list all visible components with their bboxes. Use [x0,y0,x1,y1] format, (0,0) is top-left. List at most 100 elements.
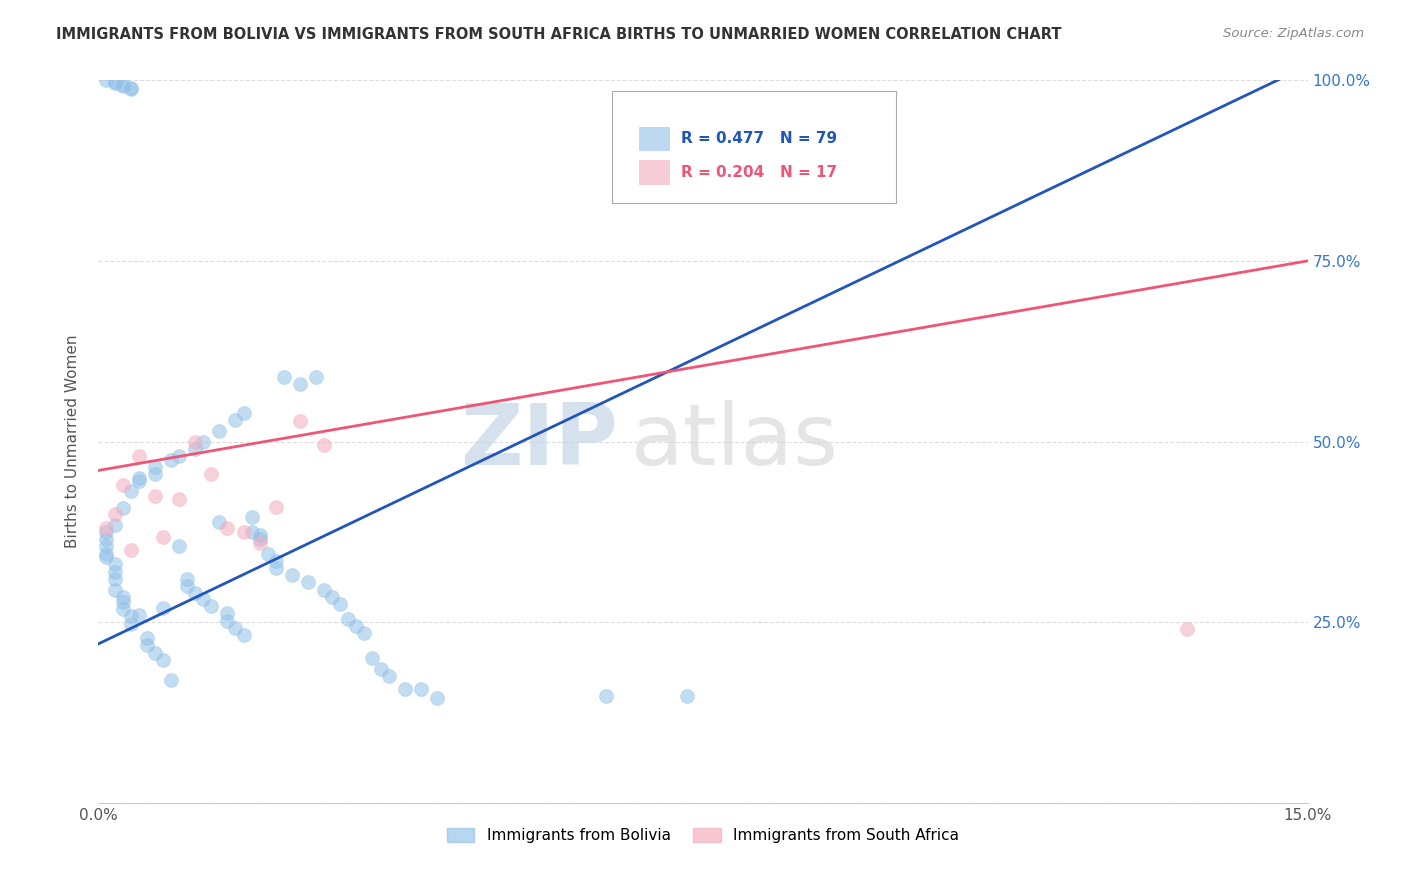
Immigrants from South Africa [249,535,271,549]
Immigrants from Bolivia [377,669,399,683]
Immigrants from Bolivia [232,628,254,642]
Immigrants from Bolivia [103,558,125,572]
Immigrants from Bolivia [120,82,142,96]
Immigrants from Bolivia [143,467,166,481]
Immigrants from Bolivia [111,602,134,616]
Immigrants from South Africa [288,414,311,428]
Immigrants from Bolivia [329,597,352,611]
Immigrants from Bolivia [288,376,311,391]
Immigrants from Bolivia [176,579,198,593]
Immigrants from Bolivia [120,80,142,95]
Text: IMMIGRANTS FROM BOLIVIA VS IMMIGRANTS FROM SOUTH AFRICA BIRTHS TO UNMARRIED WOME: IMMIGRANTS FROM BOLIVIA VS IMMIGRANTS FR… [56,27,1062,42]
Immigrants from Bolivia [103,517,125,532]
Immigrants from South Africa [96,521,118,535]
Immigrants from Bolivia [103,565,125,579]
Immigrants from Bolivia [152,600,174,615]
Immigrants from Bolivia [96,73,118,87]
Text: Source: ZipAtlas.com: Source: ZipAtlas.com [1223,27,1364,40]
Immigrants from Bolivia [135,638,157,652]
Immigrants from Bolivia [240,510,263,524]
Immigrants from Bolivia [264,554,287,568]
Immigrants from Bolivia [143,459,166,474]
Immigrants from Bolivia [111,78,134,93]
Immigrants from Bolivia [595,689,617,703]
Immigrants from Bolivia [96,550,118,565]
Text: R = 0.477   N = 79: R = 0.477 N = 79 [682,130,838,145]
Immigrants from Bolivia [193,434,215,449]
Immigrants from Bolivia [128,470,150,484]
Immigrants from Bolivia [281,568,304,582]
Immigrants from Bolivia [426,691,449,706]
Immigrants from Bolivia [103,75,125,89]
Immigrants from Bolivia [111,590,134,604]
Immigrants from South Africa [264,500,287,514]
Immigrants from Bolivia [193,592,215,607]
Immigrants from Bolivia [676,689,699,703]
Immigrants from Bolivia [344,619,367,633]
Immigrants from South Africa [103,507,125,521]
Immigrants from Bolivia [305,369,328,384]
Immigrants from Bolivia [152,653,174,667]
Immigrants from Bolivia [96,539,118,553]
Immigrants from Bolivia [120,609,142,624]
Text: ZIP: ZIP [461,400,619,483]
Immigrants from Bolivia [297,575,319,590]
Immigrants from Bolivia [394,681,416,696]
Immigrants from Bolivia [184,586,207,600]
Immigrants from South Africa [120,542,142,557]
Immigrants from Bolivia [337,611,360,625]
Immigrants from South Africa [111,478,134,492]
Immigrants from Bolivia [128,475,150,489]
Immigrants from South Africa [1175,623,1198,637]
Immigrants from Bolivia [217,607,239,621]
Immigrants from Bolivia [103,76,125,90]
Immigrants from South Africa [217,521,239,535]
Immigrants from Bolivia [249,532,271,546]
Immigrants from Bolivia [135,631,157,645]
Immigrants from South Africa [167,492,190,507]
Immigrants from Bolivia [264,561,287,575]
Immigrants from Bolivia [370,662,392,676]
Immigrants from South Africa [200,467,222,481]
Immigrants from Bolivia [240,524,263,539]
Immigrants from Bolivia [96,547,118,561]
Immigrants from Bolivia [103,582,125,597]
Immigrants from Bolivia [111,595,134,609]
Immigrants from Bolivia [167,449,190,463]
Immigrants from Bolivia [256,547,278,561]
Immigrants from South Africa [152,530,174,544]
Immigrants from Bolivia [120,483,142,498]
Immigrants from Bolivia [273,369,295,384]
Legend: Immigrants from Bolivia, Immigrants from South Africa: Immigrants from Bolivia, Immigrants from… [440,822,966,849]
Immigrants from Bolivia [128,607,150,622]
Immigrants from Bolivia [217,614,239,628]
Text: R = 0.204   N = 17: R = 0.204 N = 17 [682,164,838,179]
Immigrants from Bolivia [111,78,134,92]
Immigrants from South Africa [314,438,336,452]
Immigrants from Bolivia [232,406,254,420]
Immigrants from Bolivia [111,501,134,516]
FancyBboxPatch shape [638,161,669,184]
Immigrants from South Africa [184,434,207,449]
Y-axis label: Births to Unmarried Women: Births to Unmarried Women [65,334,80,549]
Immigrants from Bolivia [167,539,190,553]
Immigrants from Bolivia [224,621,246,635]
Immigrants from South Africa [143,489,166,503]
Immigrants from Bolivia [314,582,336,597]
Immigrants from Bolivia [143,646,166,660]
Immigrants from Bolivia [103,572,125,586]
Immigrants from Bolivia [120,616,142,631]
Immigrants from South Africa [128,449,150,463]
Immigrants from Bolivia [224,413,246,427]
Immigrants from Bolivia [249,528,271,542]
Immigrants from Bolivia [176,572,198,586]
Immigrants from Bolivia [96,524,118,539]
Text: atlas: atlas [630,400,838,483]
FancyBboxPatch shape [613,91,897,203]
Immigrants from South Africa [232,524,254,539]
Immigrants from Bolivia [361,651,384,665]
Immigrants from Bolivia [184,442,207,456]
Immigrants from Bolivia [160,673,183,687]
Immigrants from Bolivia [96,532,118,546]
Immigrants from Bolivia [160,452,183,467]
